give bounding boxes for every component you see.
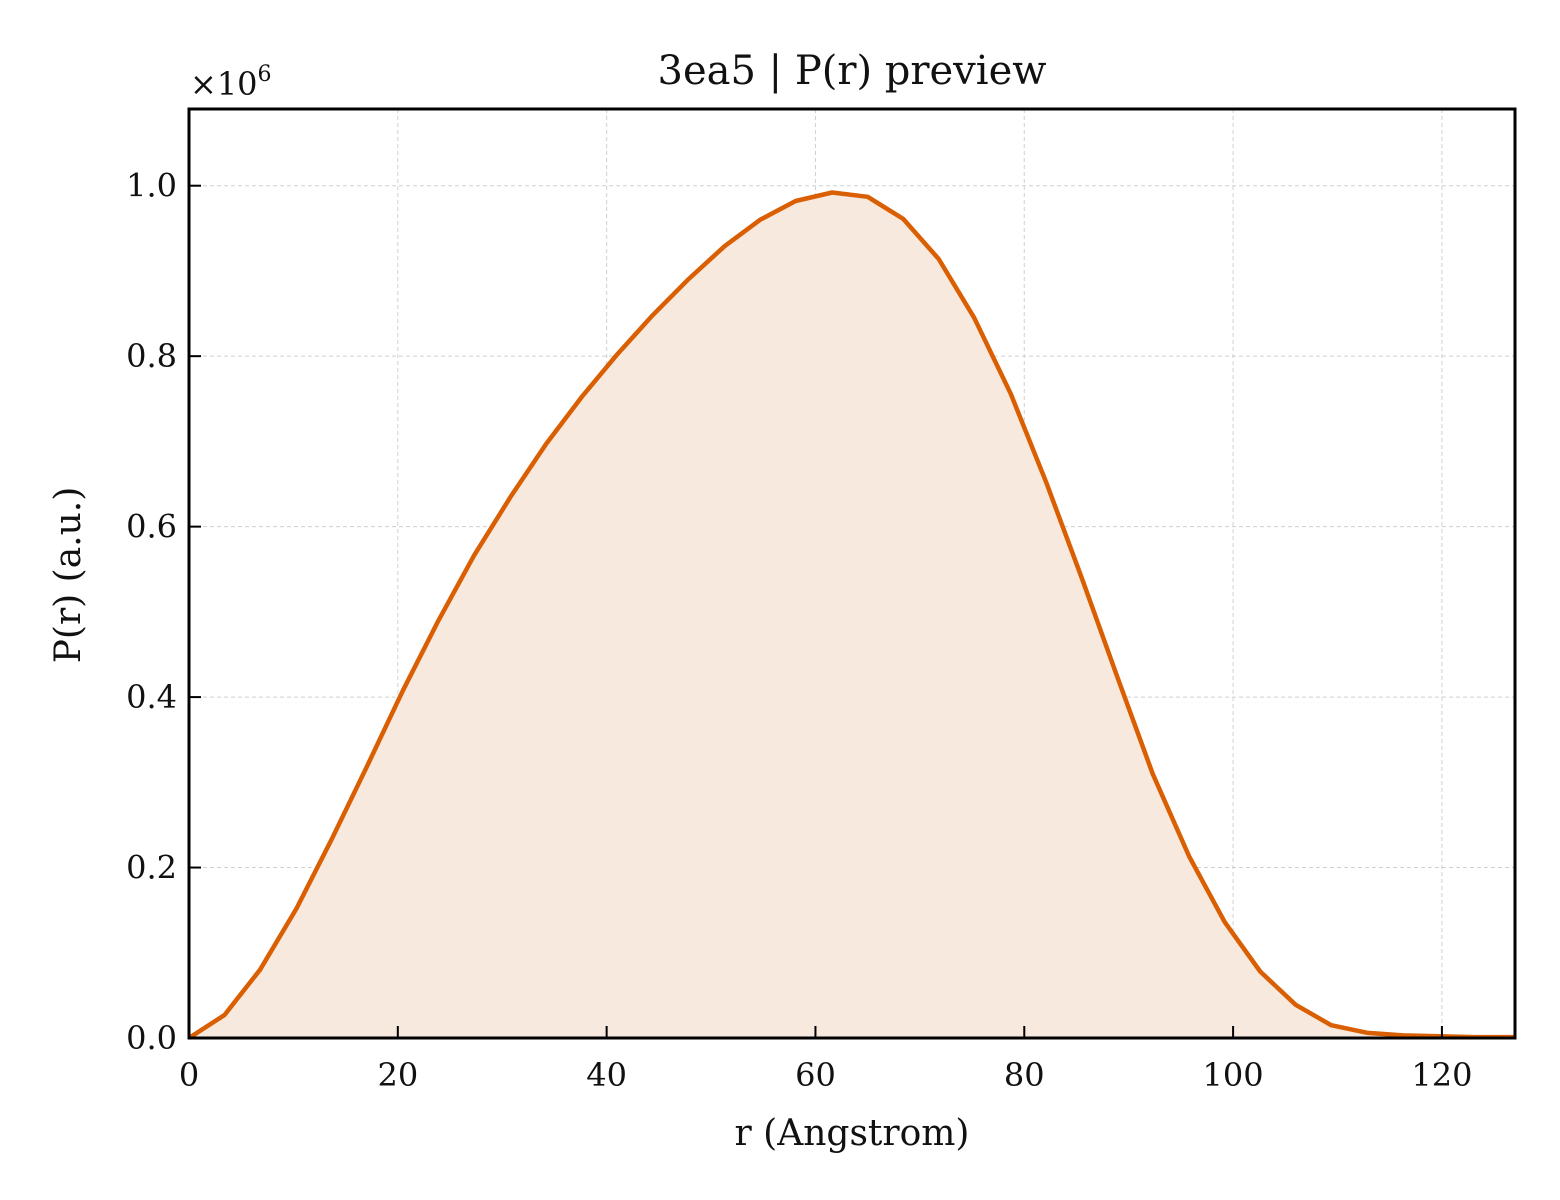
x-tick-label: 0: [179, 1056, 199, 1094]
pr-area-fill: [189, 192, 1515, 1038]
y-axis-label: P(r) (a.u.): [48, 487, 89, 664]
y-tick-label: 1.0: [126, 167, 177, 205]
y-tick-label: 0.4: [126, 678, 177, 716]
chart-title: 3ea5 | P(r) preview: [658, 48, 1047, 94]
x-tick-label: 20: [377, 1056, 418, 1094]
x-tick-label: 60: [795, 1056, 836, 1094]
y-multiplier-exponent: 6: [258, 62, 272, 87]
y-scale-multiplier: ×106: [190, 62, 272, 103]
x-tick-label: 100: [1203, 1056, 1264, 1094]
y-tick-label: 0.0: [126, 1019, 177, 1057]
pr-series-line: [187, 190, 1515, 1040]
x-tick-label: 80: [1004, 1056, 1045, 1094]
plot-frame: [187, 107, 1517, 1040]
y-tick-label: 0.2: [126, 849, 177, 887]
x-tick-label: 40: [586, 1056, 627, 1094]
x-axis-label: r (Angstrom): [735, 1113, 970, 1154]
y-multiplier-base: ×10: [190, 65, 258, 103]
ticks: 0 20 40 60 80 100 120 0.0 0.2 0.4 0.6 0.8 1.0: [126, 167, 1472, 1094]
x-tick-label: 120: [1411, 1056, 1472, 1094]
y-tick-label: 0.6: [126, 508, 177, 546]
y-tick-label: 0.8: [126, 337, 177, 375]
